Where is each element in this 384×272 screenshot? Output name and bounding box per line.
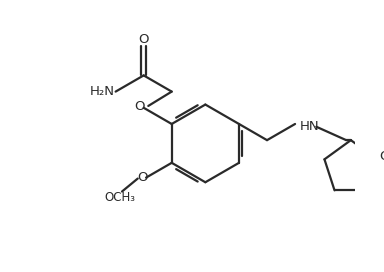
Text: O: O — [138, 33, 149, 46]
Text: O: O — [137, 171, 147, 184]
Text: H₂N: H₂N — [90, 85, 115, 98]
Text: HN: HN — [300, 120, 319, 133]
Text: O: O — [135, 100, 145, 113]
Text: OCH₃: OCH₃ — [105, 191, 136, 203]
Text: O: O — [379, 150, 384, 163]
